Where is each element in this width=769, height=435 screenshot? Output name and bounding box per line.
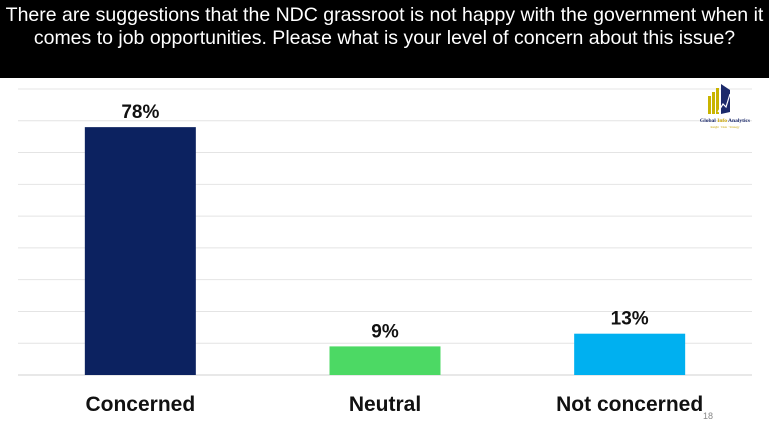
data-label: 78% [121,102,159,123]
data-label: 9% [371,321,399,342]
page-number: 18 [703,411,714,421]
category-label: Not concerned [556,393,703,416]
svg-text:Insight · Data · Strategy: Insight · Data · Strategy [711,125,740,129]
svg-text:Global Info Analytics: Global Info Analytics [700,118,750,124]
chart-title: There are suggestions that the NDC grass… [0,0,769,78]
bar-not-concerned [574,333,686,375]
bar-concerned [84,127,196,375]
global-info-analytics-logo: Global Info Analytics Insight · Data · S… [700,84,750,129]
bar-neutral [329,346,441,375]
category-label: Concerned [85,393,195,416]
data-label: 13% [611,309,649,330]
category-label: Neutral [349,393,421,416]
